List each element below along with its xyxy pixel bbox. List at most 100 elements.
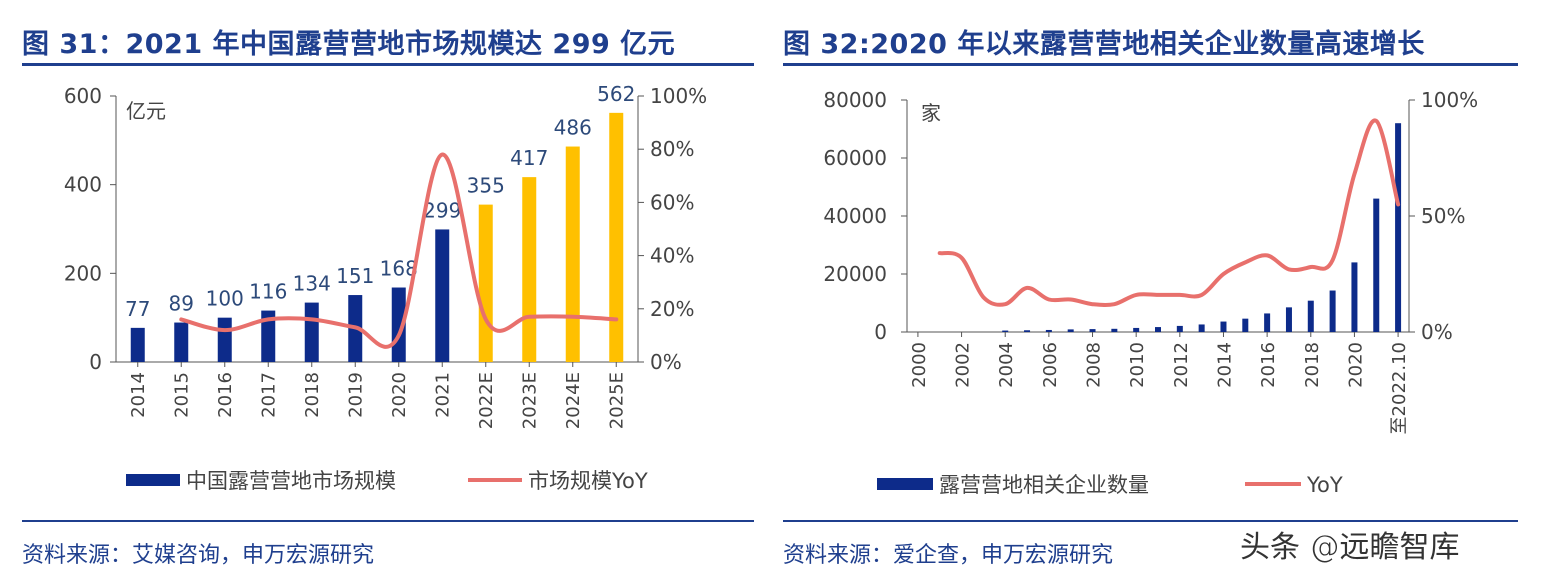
bar-enterprise-count — [1351, 262, 1358, 332]
x-tick-label: 2019 — [345, 372, 366, 418]
bar-value-label: 116 — [249, 280, 287, 304]
x-tick-label: 2025E — [606, 372, 627, 429]
bar-enterprise-count — [1285, 307, 1292, 332]
x-tick-label: 2020 — [1345, 342, 1366, 388]
x-tick-label: 2000 — [909, 342, 930, 388]
bar-market-size — [609, 112, 624, 362]
y2-tick-label: 0% — [1421, 320, 1453, 344]
bar-enterprise-count — [1329, 290, 1336, 332]
bar-enterprise-count — [1307, 300, 1314, 332]
bar-market-size — [174, 322, 189, 362]
x-tick-label: 2008 — [1084, 342, 1105, 388]
bar-enterprise-count — [1176, 325, 1183, 332]
right-figure-title: 图 32:2020 年以来露营营地相关企业数量高速增长 — [783, 29, 1425, 60]
y-tick-label: 600 — [64, 84, 102, 108]
yoy-line — [179, 152, 619, 349]
x-tick-label: 2017 — [258, 372, 279, 418]
x-tick-label: 2016 — [1258, 342, 1279, 388]
y2-tick-label: 20% — [650, 297, 694, 321]
left-source-rule — [22, 520, 754, 522]
x-tick-label: 2018 — [1302, 342, 1323, 388]
x-tick-label: 2023E — [519, 372, 540, 429]
bar-enterprise-count — [1045, 329, 1052, 332]
bar-enterprise-count — [1024, 330, 1031, 332]
legend-label-line: YoY — [1306, 473, 1343, 497]
x-tick-label: 2014 — [1214, 342, 1235, 388]
y-tick-label: 200 — [64, 261, 102, 285]
bar-market-size — [217, 317, 232, 362]
bar-value-label: 355 — [467, 174, 505, 198]
yoy-line — [937, 118, 1401, 308]
bar-enterprise-count — [1067, 329, 1074, 332]
x-tick-label: 2018 — [302, 372, 323, 418]
bar-enterprise-count — [1373, 198, 1380, 332]
legend-label-bars: 中国露营营地市场规模 — [186, 469, 396, 493]
x-tick-label: 2016 — [215, 372, 236, 418]
x-tick-label: 2012 — [1171, 342, 1192, 388]
bar-value-label: 299 — [423, 198, 461, 222]
x-tick-label: 2015 — [171, 372, 192, 418]
bar-enterprise-count — [1133, 327, 1140, 332]
y2-tick-label: 60% — [650, 190, 694, 214]
left-figure-panel: 图 31：2021 年中国露营营地市场规模达 299 亿元 0 200 400 600… — [22, 0, 754, 582]
right-source-rule — [783, 520, 1518, 522]
x-tick-label: 2020 — [389, 372, 410, 418]
bar-enterprise-count — [1111, 328, 1118, 332]
y-tick-label: 60000 — [823, 146, 887, 170]
y-tick-label: 400 — [64, 173, 102, 197]
right-figure-panel: 图 32:2020 年以来露营营地相关企业数量高速增长 0 20000 40000 6… — [783, 0, 1518, 582]
legend-swatch-bars — [877, 478, 933, 490]
bar-value-label: 89 — [169, 292, 194, 316]
right-source-note: 资料来源：爱企查，申万宏源研究 — [783, 543, 1114, 568]
legend-label-bars: 露营营地相关企业数量 — [939, 473, 1149, 497]
legend-label-line: 市场规模YoY — [528, 469, 648, 493]
x-tick-label: 2024E — [563, 372, 584, 429]
bar-enterprise-count — [1002, 330, 1009, 332]
x-tick-label: 2010 — [1127, 342, 1148, 388]
y-tick-label: 40000 — [823, 204, 887, 228]
bar-market-size — [565, 146, 580, 362]
x-tick-label: 2014 — [128, 372, 149, 418]
bar-value-label: 562 — [597, 82, 635, 106]
bar-value-label: 417 — [510, 146, 548, 170]
bar-market-size — [435, 229, 450, 362]
enterprise-count-chart: 0 20000 40000 60000 80000 0% 50% 100% 家 2000 2002 2… — [823, 88, 1478, 497]
y2-tick-label: 0% — [650, 350, 682, 374]
x-tick-label: 2002 — [953, 342, 974, 388]
x-tick-label: 2022E — [476, 372, 497, 429]
bar-value-label: 77 — [125, 297, 150, 321]
bar-value-label: 151 — [336, 264, 374, 288]
bar-market-size — [261, 310, 276, 362]
bar-market-size — [130, 327, 145, 362]
bar-enterprise-count — [1264, 313, 1271, 332]
bar-value-label: 100 — [206, 287, 244, 311]
bar-enterprise-count — [1198, 324, 1205, 332]
bar-market-size — [478, 204, 493, 362]
x-tick-label: 至2022.10 — [1389, 342, 1410, 434]
x-tick-label: 2021 — [432, 372, 453, 418]
bar-enterprise-count — [1220, 321, 1227, 332]
y-tick-label: 0 — [89, 350, 102, 374]
y-tick-label: 0 — [874, 320, 887, 344]
bar-enterprise-count — [1155, 327, 1161, 332]
bar-enterprise-count — [1395, 123, 1402, 332]
left-figure-title: 图 31：2021 年中国露营营地市场规模达 299 亿元 — [22, 29, 676, 60]
y-axis-unit-label: 亿元 — [126, 99, 166, 123]
left-title-rule — [22, 63, 754, 66]
x-tick-label: 2006 — [1040, 342, 1061, 388]
legend-swatch-bars — [126, 474, 180, 486]
y2-tick-label: 50% — [1421, 204, 1465, 228]
bar-enterprise-count — [1089, 329, 1096, 332]
left-source-note: 资料来源：艾媒咨询，申万宏源研究 — [22, 543, 375, 568]
x-tick-label: 2004 — [996, 342, 1017, 388]
y-axis-unit-label: 家 — [921, 101, 941, 125]
bar-market-size — [304, 302, 319, 362]
right-title-rule — [783, 63, 1518, 66]
y2-tick-label: 100% — [650, 84, 707, 108]
bar-enterprise-count — [1242, 318, 1249, 332]
bar-value-label: 134 — [293, 272, 331, 296]
bar-value-label: 486 — [554, 116, 592, 140]
y-tick-label: 80000 — [823, 88, 887, 112]
y2-tick-label: 100% — [1421, 88, 1478, 112]
bar-market-size — [522, 177, 537, 362]
